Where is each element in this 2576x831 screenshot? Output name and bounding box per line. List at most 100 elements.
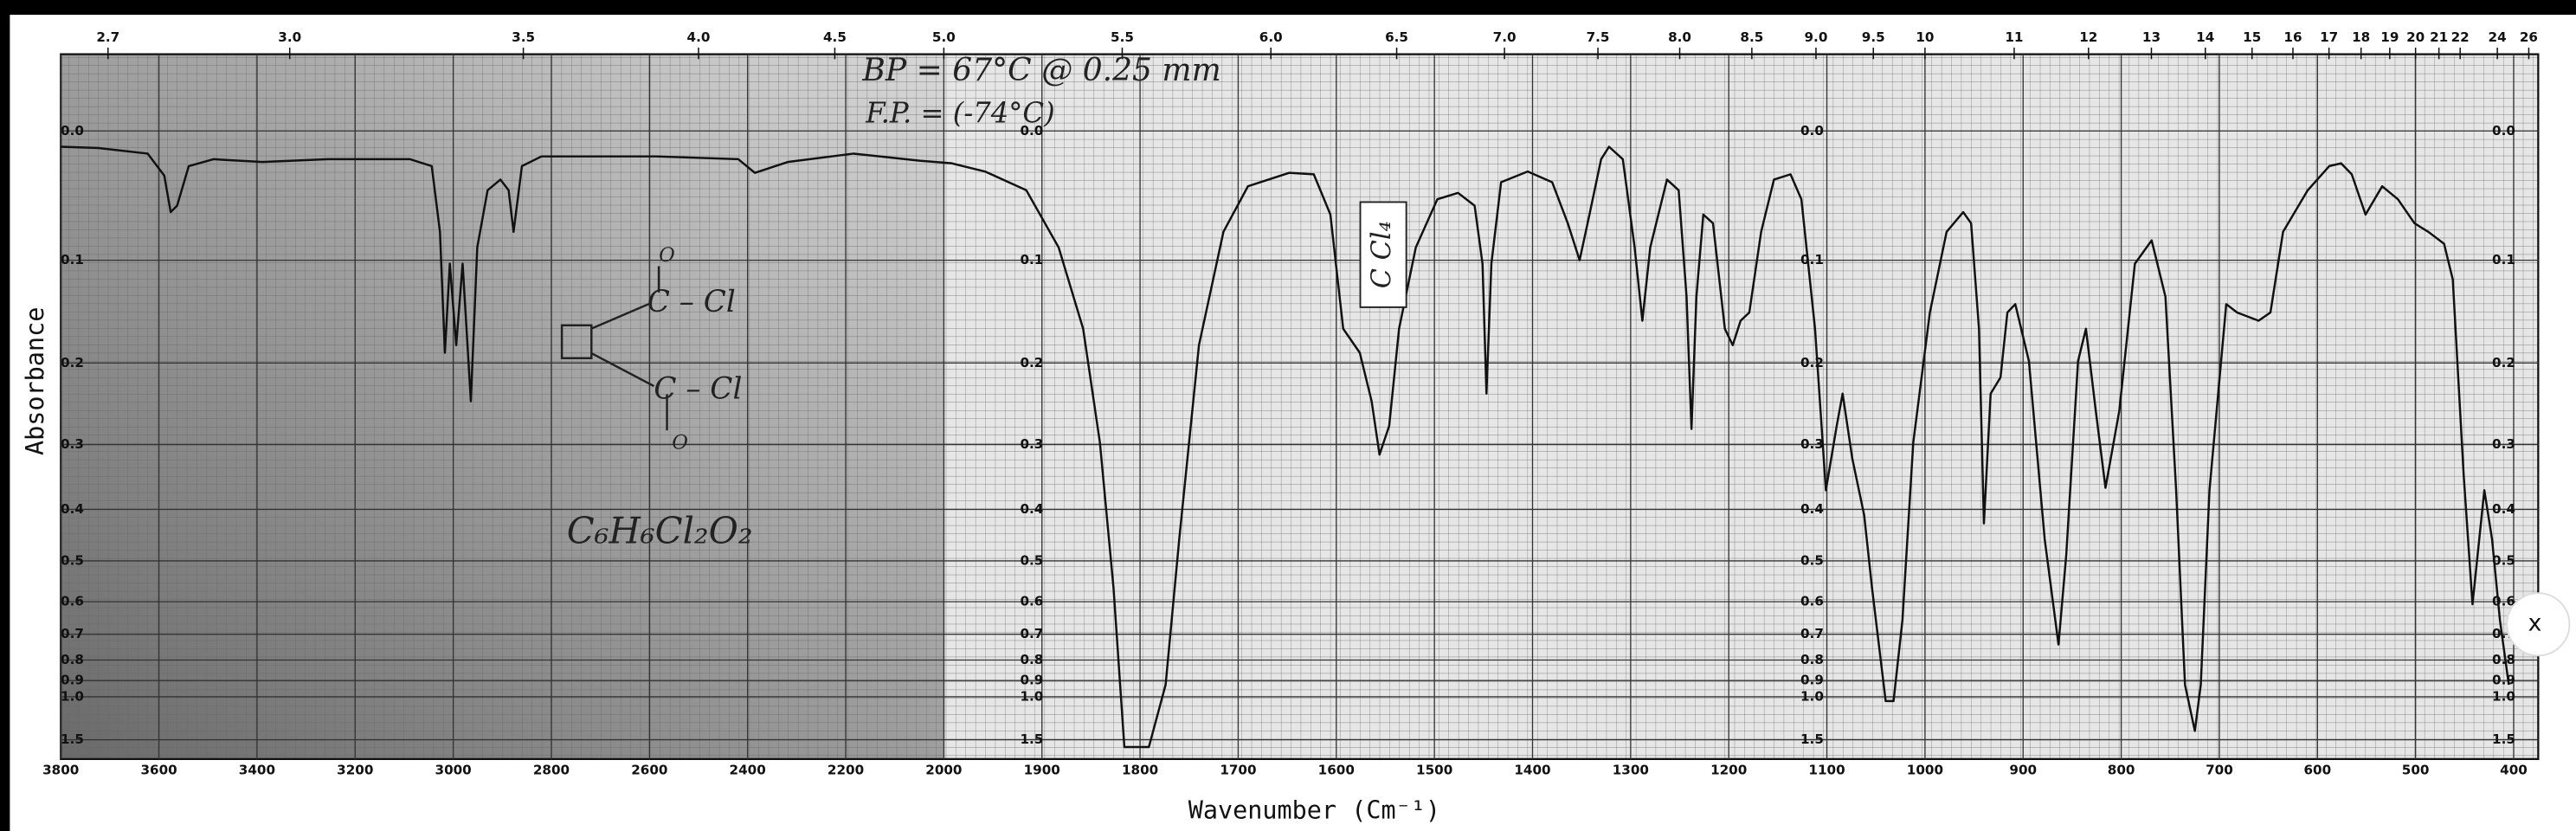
top-tick-label: 7.0	[1493, 29, 1517, 45]
top-tick-label: 22	[2451, 29, 2470, 45]
close-label[interactable]: x	[2528, 610, 2542, 637]
y-tick-label: 0.0	[1020, 123, 1043, 138]
y-tick-label: 0.9	[61, 673, 84, 688]
y-tick-label: 0.4	[1800, 501, 1824, 517]
x-tick-label: 1200	[1710, 763, 1747, 778]
y-tick-label: 0.4	[61, 501, 84, 517]
y-tick-label: 0.3	[61, 436, 84, 452]
y-tick-label: 1.0	[61, 688, 84, 704]
top-tick-label: 20	[2406, 29, 2425, 45]
top-tick-label: 13	[2142, 29, 2161, 45]
y-tick-label: 0.9	[1020, 673, 1043, 688]
close-circle[interactable]	[2506, 592, 2571, 657]
x-tick-label: 800	[2108, 763, 2135, 778]
annotation: C₆H₆Cl₂O₂	[567, 509, 753, 551]
y-tick-label: 0.3	[1020, 436, 1043, 452]
top-tick-label: 4.5	[823, 29, 847, 45]
y-tick-label: 0.5	[1800, 552, 1824, 568]
x-tick-label: 3200	[337, 763, 373, 778]
annotation: O	[659, 244, 675, 267]
x-axis-label: Wavenumber (Cm⁻¹)	[1188, 796, 1440, 825]
spectrum-line	[61, 145, 2510, 749]
x-tick-label: 3400	[239, 763, 275, 778]
annotation: O	[672, 431, 688, 454]
x-tick-label: 1000	[1907, 763, 1943, 778]
top-tick-label: 17	[2320, 29, 2338, 45]
top-tick-label: 24	[2489, 29, 2507, 45]
y-tick-label: 0.8	[2492, 652, 2515, 667]
y-tick-label: 0.5	[1020, 552, 1043, 568]
y-tick-label: 0.2	[2492, 355, 2515, 370]
y-tick-label: 0.2	[1800, 355, 1824, 370]
x-tick-label: 1700	[1220, 763, 1256, 778]
y-tick-label: 1.0	[2492, 688, 2515, 704]
y-tick-label: 1.0	[1020, 688, 1043, 704]
y-tick-label: 1.5	[61, 731, 84, 747]
y-tick-label: 1.0	[1800, 688, 1824, 704]
x-tick-label: 400	[2500, 763, 2528, 778]
labels: 3800 3600 3400 3200 3000 2800 2600 2400 2200 2000…	[42, 29, 2538, 778]
x-tick-label: 1500	[1416, 763, 1452, 778]
y-tick-label: 0.4	[1020, 501, 1043, 517]
y-tick-label: 1.5	[2492, 731, 2515, 747]
y-tick-label: 0.5	[2492, 552, 2515, 568]
y-tick-label: 0.9	[2492, 673, 2515, 688]
x-tick-label: 1300	[1613, 763, 1649, 778]
top-tick-label: 18	[2352, 29, 2370, 45]
y-tick-label: 0.8	[61, 652, 84, 667]
y-tick-label: 0.6	[1020, 594, 1043, 609]
y-tick-label: 0.6	[1800, 594, 1824, 609]
top-tick-label: 8.0	[1668, 29, 1691, 45]
y-tick-label: 0.0	[2492, 123, 2515, 138]
x-tick-label: 900	[2009, 763, 2037, 778]
x-tick-label: 3600	[140, 763, 177, 778]
minor-grid	[61, 54, 2539, 759]
x-tick-label: 2200	[828, 763, 864, 778]
top-tick-label: 5.0	[932, 29, 956, 45]
y-tick-label: 0.0	[1800, 123, 1824, 138]
x-tick-label: 2600	[631, 763, 667, 778]
x-tick-label: 600	[2303, 763, 2331, 778]
y-tick-label: 0.7	[1800, 626, 1824, 641]
x-tick-label: 1400	[1514, 763, 1550, 778]
top-tick-label: 14	[2196, 29, 2214, 45]
close-button[interactable]: x	[2506, 592, 2571, 657]
x-tick-label: 1900	[1024, 763, 1060, 778]
x-tick-label: 3000	[435, 763, 472, 778]
y-tick-label: 0.8	[1800, 652, 1824, 667]
y-tick-label: 1.5	[1800, 731, 1824, 747]
structure-drawing	[560, 266, 668, 431]
marks	[61, 145, 2510, 749]
top-tick-label: 6.0	[1259, 29, 1283, 45]
top-bar	[0, 0, 2576, 16]
x-tick-label: 700	[2206, 763, 2233, 778]
top-tick-label: 11	[2005, 29, 2023, 45]
y-axis-label: Absorbance	[21, 307, 49, 455]
annotation: C Cl₄	[1367, 221, 1397, 288]
top-tick-label: 6.5	[1385, 29, 1408, 45]
top-tick-label: 2.7	[96, 29, 119, 45]
x-tick-label: 2800	[533, 763, 570, 778]
y-tick-label: 0.6	[61, 594, 84, 609]
top-tick-label: 19	[2380, 29, 2399, 45]
top-tick-label: 3.0	[278, 29, 301, 45]
x-tick-label: 2000	[925, 763, 962, 778]
y-tick-label: 0.1	[2492, 252, 2515, 267]
top-tick-label: 4.0	[687, 29, 711, 45]
y-tick-label: 0.1	[1800, 252, 1824, 267]
x-tick-label: 1100	[1808, 763, 1845, 778]
top-tick-label: 9.5	[1862, 29, 1885, 45]
top-tick-label: 12	[2079, 29, 2097, 45]
y-tick-label: 0.0	[61, 123, 84, 138]
annotations: BP = 67°C @ 0.25 mm F.P. = (-74°C) C Cl₄ C₆…	[567, 52, 1407, 551]
y-tick-label: 0.9	[1800, 673, 1824, 688]
left-bar	[0, 0, 10, 831]
y-tick-label: 1.5	[1020, 731, 1043, 747]
top-tick-label: 8.5	[1740, 29, 1763, 45]
top-tick-label: 10	[1916, 29, 1934, 45]
y-tick-label: 0.3	[2492, 436, 2515, 452]
x-tick-label: 2400	[730, 763, 766, 778]
x-tick-label: 500	[2402, 763, 2430, 778]
